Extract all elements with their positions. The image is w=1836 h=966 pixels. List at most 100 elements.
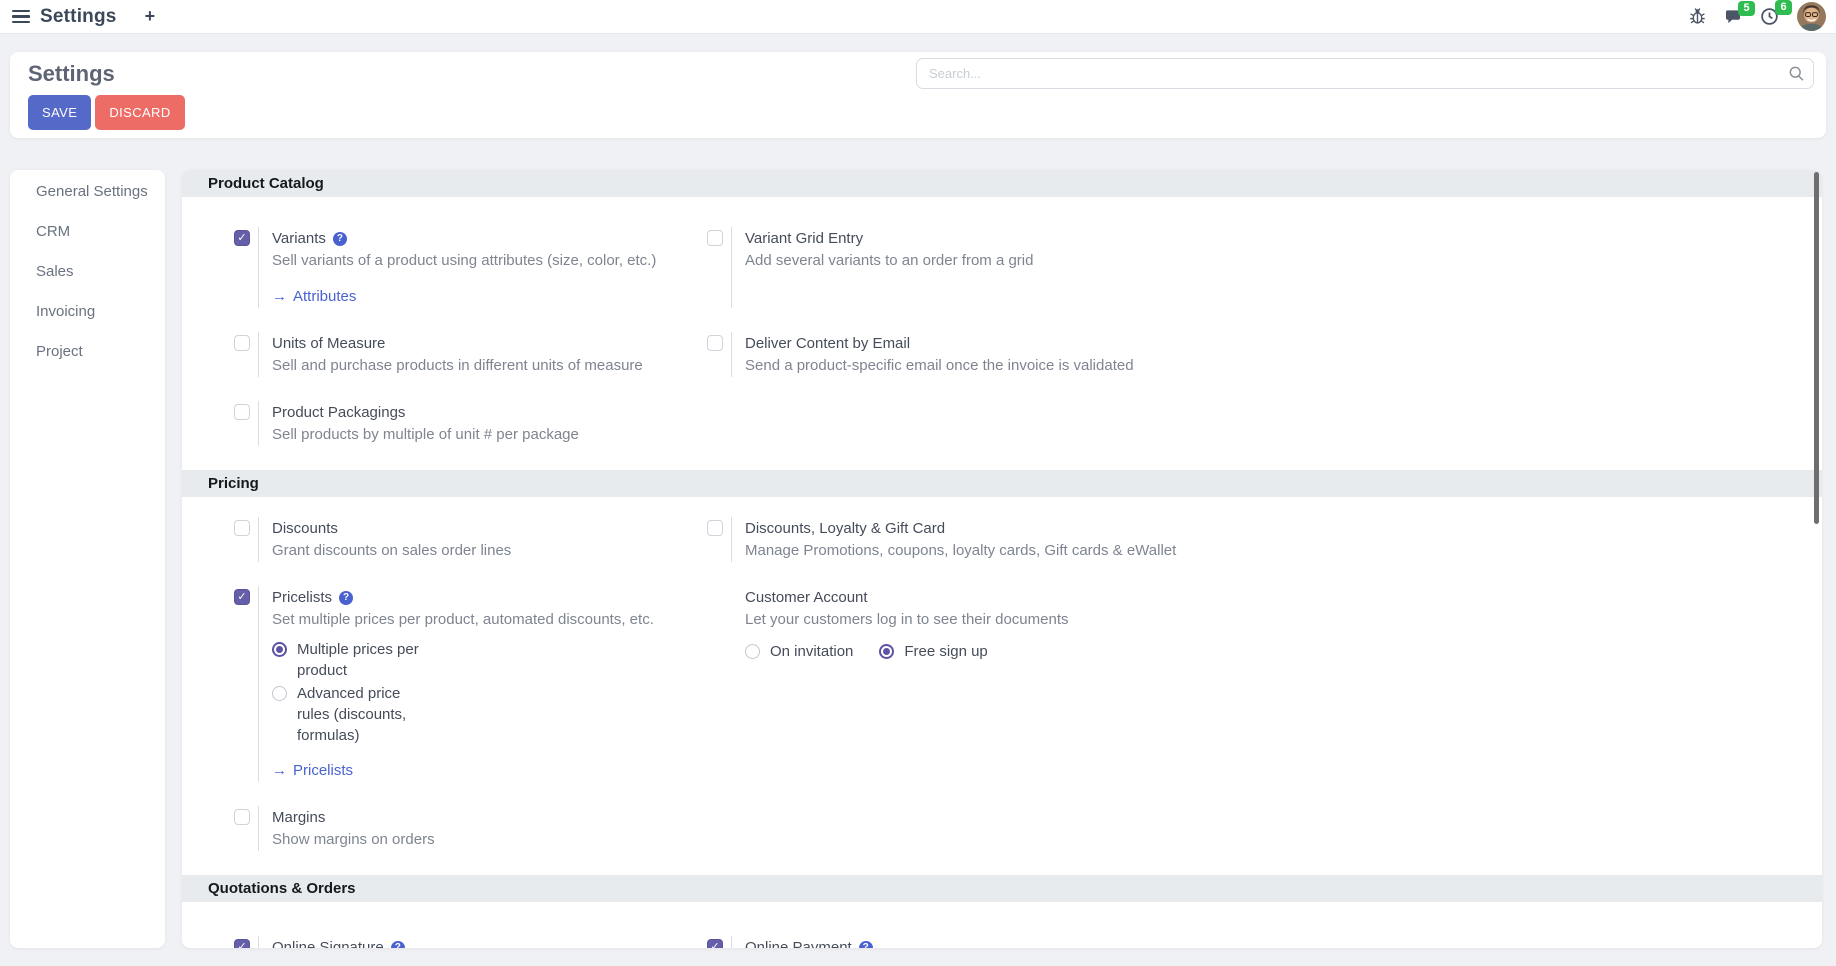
activities-clock-icon[interactable]: 6: [1760, 0, 1792, 26]
attributes-link[interactable]: → Attributes: [272, 286, 356, 308]
divider: [258, 586, 259, 782]
radio-button[interactable]: [745, 644, 760, 659]
discard-button[interactable]: DISCARD: [95, 95, 185, 130]
divider: [258, 332, 259, 377]
setting-deliver-content-by-email: Deliver Content by Email Send a product-…: [707, 332, 1792, 377]
setting-discounts: Discounts Grant discounts on sales order…: [234, 517, 707, 562]
discounts-checkbox[interactable]: [234, 520, 250, 536]
setting-label: Margins: [272, 809, 326, 826]
setting-pricelists: Pricelists? Set multiple prices per prod…: [234, 586, 707, 782]
setting-desc: Send a product-specific email once the i…: [745, 357, 1134, 374]
vertical-scrollbar[interactable]: [1814, 172, 1819, 524]
variant-grid-entry-checkbox[interactable]: [707, 230, 723, 246]
debug-bug-icon[interactable]: [1689, 8, 1706, 25]
setting-product-packagings: Product Packagings Sell products by mult…: [234, 401, 707, 446]
plus-icon[interactable]: +: [144, 6, 156, 26]
divider: [258, 936, 259, 948]
setting-label: Deliver Content by Email: [745, 335, 911, 352]
setting-desc: Let your customers log in to see their d…: [745, 611, 1069, 628]
online-payment-checkbox[interactable]: [707, 939, 723, 948]
top-navbar: Settings + 5 6: [0, 0, 1836, 34]
radio-button[interactable]: [272, 686, 287, 701]
setting-row: Product Packagings Sell products by mult…: [234, 401, 1792, 446]
arrow-right-icon: →: [272, 288, 287, 305]
setting-online-payment: Online Payment? Request an online paymen…: [707, 936, 1792, 948]
messages-count-badge: 5: [1738, 1, 1755, 16]
help-icon[interactable]: ?: [858, 941, 873, 948]
pricelists-checkbox[interactable]: [234, 589, 250, 605]
setting-desc: Grant discounts on sales order lines: [272, 542, 512, 559]
sidebar-item-invoicing[interactable]: Invoicing: [36, 303, 96, 320]
sidebar-item-project[interactable]: Project: [36, 343, 83, 360]
setting-label: Online Signature: [272, 939, 384, 948]
setting-row: Margins Show margins on orders: [234, 806, 1792, 851]
margins-checkbox[interactable]: [234, 809, 250, 825]
divider: [731, 936, 732, 948]
save-button[interactable]: SAVE: [28, 95, 92, 130]
variants-checkbox[interactable]: [234, 230, 250, 246]
setting-desc: Set multiple prices per product, automat…: [272, 611, 654, 628]
help-icon[interactable]: ?: [339, 591, 354, 605]
setting-row: Online Signature? Request an online sign…: [234, 936, 1792, 948]
settings-header-card: Settings SAVE DISCARD: [10, 52, 1826, 138]
setting-online-signature: Online Signature? Request an online sign…: [234, 936, 707, 948]
setting-row: Units of Measure Sell and purchase produ…: [234, 332, 1792, 377]
search-icon[interactable]: [1788, 65, 1805, 87]
arrow-right-icon: →: [272, 762, 287, 779]
radio-multiple-prices-per-product[interactable]: Multiple prices per product: [272, 639, 707, 681]
setting-discounts-loyalty-gift-card: Discounts, Loyalty & Gift Card Manage Pr…: [707, 517, 1792, 562]
setting-label: Discounts: [272, 520, 338, 537]
setting-margins: Margins Show margins on orders: [234, 806, 707, 851]
page-title: Settings: [28, 61, 115, 86]
setting-desc: Show margins on orders: [272, 831, 435, 848]
radio-on-invitation[interactable]: On invitation: [745, 641, 853, 662]
pricelists-link[interactable]: → Pricelists: [272, 760, 353, 782]
section-header-pricing: Pricing: [182, 470, 1822, 497]
radio-free-sign-up[interactable]: Free sign up: [879, 641, 988, 662]
radio-button[interactable]: [272, 642, 287, 657]
sidebar-item-general-settings[interactable]: General Settings: [36, 183, 148, 200]
messages-icon[interactable]: 5: [1724, 1, 1755, 25]
radio-advanced-price-rules[interactable]: Advanced price rules (discounts, formula…: [272, 683, 707, 746]
divider: [258, 227, 259, 308]
setting-desc: Manage Promotions, coupons, loyalty card…: [745, 542, 1177, 559]
setting-row: Pricelists? Set multiple prices per prod…: [234, 586, 1792, 782]
setting-units-of-measure: Units of Measure Sell and purchase produ…: [234, 332, 707, 377]
help-icon[interactable]: ?: [332, 232, 347, 246]
setting-label: Customer Account: [745, 589, 868, 606]
product-packagings-checkbox[interactable]: [234, 404, 250, 420]
settings-sidebar: General Settings CRM Sales Invoicing Pro…: [10, 170, 165, 948]
radio-button[interactable]: [879, 644, 895, 659]
setting-desc: Add several variants to an order from a …: [745, 252, 1034, 269]
settings-content: Product Catalog Variants? Sell variants …: [182, 170, 1822, 948]
setting-label: Online Payment: [745, 939, 852, 948]
search-input[interactable]: [916, 58, 1814, 89]
setting-label: Variant Grid Entry: [745, 230, 864, 247]
setting-label: Product Packagings: [272, 404, 406, 421]
help-icon[interactable]: ?: [390, 941, 405, 948]
setting-variant-grid-entry: Variant Grid Entry Add several variants …: [707, 227, 1792, 308]
setting-label: Units of Measure: [272, 335, 386, 352]
discounts-loyalty-gift-card-checkbox[interactable]: [707, 520, 723, 536]
setting-row: Variants? Sell variants of a product usi…: [234, 227, 1792, 308]
setting-desc: Sell and purchase products in different …: [272, 357, 643, 374]
sidebar-item-sales[interactable]: Sales: [36, 263, 74, 280]
section-header-product-catalog: Product Catalog: [182, 170, 1822, 197]
setting-label: Pricelists: [272, 589, 333, 606]
setting-row: Discounts Grant discounts on sales order…: [234, 517, 1792, 562]
divider: [731, 332, 732, 377]
activities-count-badge: 6: [1775, 0, 1792, 15]
setting-label: Variants: [272, 230, 326, 247]
deliver-content-by-email-checkbox[interactable]: [707, 335, 723, 351]
app-title[interactable]: Settings: [40, 5, 117, 27]
setting-label: Discounts, Loyalty & Gift Card: [745, 520, 946, 537]
setting-variants: Variants? Sell variants of a product usi…: [234, 227, 707, 308]
units-of-measure-checkbox[interactable]: [234, 335, 250, 351]
hamburger-menu-icon[interactable]: [12, 9, 30, 24]
setting-desc: Sell products by multiple of unit # per …: [272, 426, 579, 443]
sidebar-item-crm[interactable]: CRM: [36, 223, 71, 240]
divider: [258, 517, 259, 562]
user-avatar[interactable]: [1797, 2, 1826, 31]
online-signature-checkbox[interactable]: [234, 939, 250, 948]
divider: [731, 517, 732, 562]
